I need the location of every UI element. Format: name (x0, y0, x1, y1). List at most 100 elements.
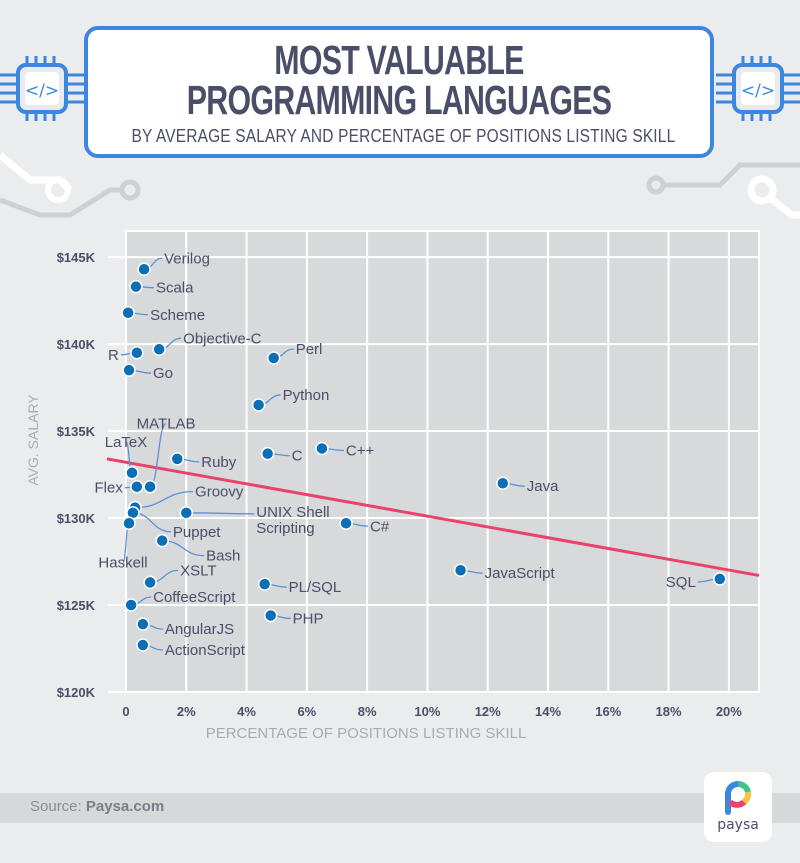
point-marker (315, 441, 329, 456)
y-tick-label: $140K (57, 337, 96, 352)
data-point: C# (339, 516, 390, 535)
data-point: Verilog (137, 250, 210, 277)
point-label: PL/SQL (289, 579, 342, 596)
y-axis-label: AVG. SALARY (25, 394, 41, 486)
point-label: Ruby (201, 454, 237, 471)
data-point: Haskell (98, 516, 148, 571)
x-tick-label: 14% (535, 704, 561, 719)
source-prefix: Source: (30, 798, 86, 815)
x-tick-label: 8% (358, 704, 377, 719)
point-marker (179, 506, 194, 520)
code-brackets-icon: </> (25, 81, 59, 101)
point-marker (143, 575, 157, 590)
point-label: AngularJS (165, 621, 234, 638)
data-point: Scheme (121, 306, 205, 324)
point-marker (155, 533, 169, 548)
point-marker (136, 617, 150, 631)
point-marker (136, 638, 150, 652)
y-tick-label: $135K (57, 424, 96, 439)
x-tick-label: 6% (297, 704, 316, 719)
point-label: XSLT (180, 562, 216, 579)
x-tick-label: 4% (237, 704, 256, 719)
trend-line (106, 457, 760, 577)
leader-line (135, 490, 194, 509)
point-marker (251, 398, 266, 412)
point-marker (152, 342, 166, 357)
x-tick-label: 12% (475, 704, 501, 719)
data-point: C++ (315, 441, 375, 459)
source-text: Source: Paysa.com (30, 798, 164, 815)
leader-line (186, 512, 255, 515)
paysa-logo: paysa (704, 772, 772, 842)
point-label: Scala (156, 280, 194, 297)
point-label: SQL (666, 574, 696, 591)
point-label: Perl (296, 341, 323, 358)
point-marker (170, 452, 184, 466)
data-point: Groovy (128, 484, 244, 515)
point-marker (143, 479, 157, 494)
data-point: Flex (95, 479, 144, 497)
point-label: R (108, 347, 119, 364)
data-point: Scala (129, 279, 194, 297)
point-label: CoffeeScript (153, 589, 236, 606)
data-point: AngularJS (136, 617, 234, 638)
point-label: MATLAB (137, 416, 196, 433)
point-marker (137, 262, 151, 277)
point-label: Java (527, 478, 559, 495)
chip-left (0, 56, 84, 121)
data-point: C (260, 446, 303, 465)
point-label: C (292, 448, 303, 465)
y-tick-label: $145K (57, 250, 96, 265)
data-point: R (108, 346, 144, 364)
point-label: Python (283, 387, 330, 404)
point-marker (121, 306, 135, 320)
point-marker (124, 598, 138, 612)
point-label: JavaScript (485, 565, 556, 582)
data-point: Puppet (126, 506, 221, 541)
data-point: Bash (155, 533, 240, 565)
paysa-p-icon (725, 781, 752, 815)
point-marker (260, 446, 275, 461)
data-point: XSLT (143, 562, 217, 590)
point-marker (130, 479, 144, 494)
point-label: Flex (95, 480, 124, 497)
point-label: C# (370, 518, 390, 535)
x-tick-label: 2% (177, 704, 196, 719)
chart-subtitle: BY AVERAGE SALARY AND PERCENTAGE OF POSI… (131, 126, 676, 146)
chart-title-line1: MOST VALUABLE (274, 37, 524, 83)
point-marker (266, 351, 281, 365)
point-label: Puppet (173, 524, 221, 541)
x-tick-label: 0 (122, 704, 129, 719)
point-marker (130, 346, 144, 360)
data-point: Java (496, 476, 559, 495)
point-label: Scripting (256, 520, 314, 537)
data-point: PHP (263, 608, 324, 627)
point-marker (339, 516, 353, 531)
x-axis-label: PERCENTAGE OF POSITIONS LISTING SKILL (206, 725, 527, 742)
chip-right (716, 56, 800, 121)
point-label: ActionScript (165, 642, 246, 659)
data-point: PL/SQL (257, 577, 342, 596)
data-point: ActionScript (136, 638, 246, 659)
point-label: Groovy (195, 484, 244, 501)
point-marker (263, 608, 278, 623)
source-name: Paysa.com (85, 798, 165, 815)
point-marker (129, 279, 143, 294)
point-marker (713, 572, 727, 586)
x-tick-label: 18% (656, 704, 682, 719)
code-brackets-icon: </> (741, 81, 775, 101)
title-card: MOST VALUABLE PROGRAMMING LANGUAGES BY A… (84, 26, 714, 158)
logo-text: paysa (717, 817, 759, 833)
point-label: Verilog (164, 250, 210, 267)
data-point: Perl (266, 341, 323, 365)
y-tick-label: $125K (57, 598, 96, 613)
x-tick-label: 20% (716, 704, 742, 719)
y-tick-label: $130K (57, 511, 96, 526)
point-label: Go (153, 365, 173, 382)
data-point: SQL (666, 572, 727, 591)
point-label: UNIX Shell (256, 504, 329, 521)
point-label: LaTeX (105, 434, 148, 451)
point-marker (122, 516, 136, 531)
point-label: Scheme (150, 307, 205, 324)
chart-title-line2: PROGRAMMING LANGUAGES (186, 77, 612, 123)
